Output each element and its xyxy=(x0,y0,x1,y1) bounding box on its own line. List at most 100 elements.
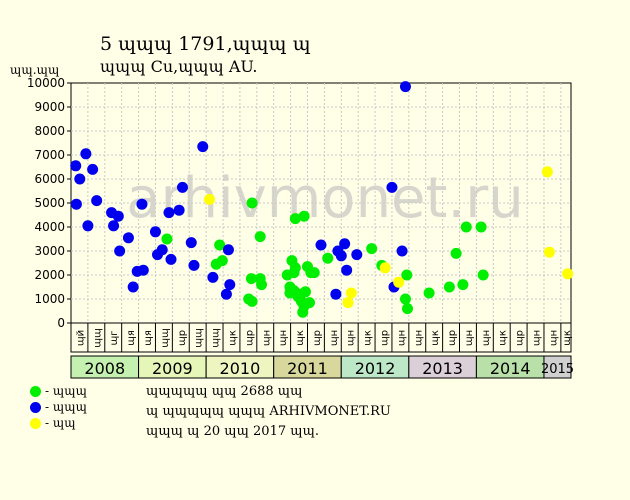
data-point xyxy=(475,221,487,233)
data-point xyxy=(112,210,124,222)
quarter-label: ɰр xyxy=(380,330,391,346)
data-point xyxy=(87,163,99,175)
y-tick-label: 8000 xyxy=(34,124,65,138)
data-point xyxy=(339,238,351,250)
data-point xyxy=(91,195,103,207)
quarter-label: ɰр xyxy=(244,330,255,346)
quarter-label: ɰн xyxy=(329,330,340,346)
y-tick-label: 7000 xyxy=(34,148,65,162)
quarter-label: ɰр xyxy=(515,330,526,346)
data-point xyxy=(173,204,185,216)
data-point xyxy=(543,246,555,258)
y-tick-labels: 0 1000 2000 3000 4000 5000 6000 7000 8000 9000 100… xyxy=(27,76,71,330)
data-point xyxy=(224,279,236,291)
data-point xyxy=(345,287,357,299)
data-point xyxy=(137,264,149,276)
data-point xyxy=(245,273,257,285)
data-point xyxy=(460,221,472,233)
y-tick-label: 10000 xyxy=(27,76,65,90)
data-point xyxy=(256,279,268,291)
data-point xyxy=(322,252,334,264)
data-point xyxy=(393,276,405,288)
data-point xyxy=(477,269,489,281)
data-point xyxy=(165,253,177,265)
quarter-label: ɰн xyxy=(464,330,475,346)
info-line-3: ɰɰɰ ɰ 20 ɰɰ 2017 ɰɰ. xyxy=(146,424,320,439)
data-point xyxy=(379,262,391,274)
quarter-label: ɰɰ xyxy=(194,328,205,347)
y-tick-label: 6000 xyxy=(34,172,65,186)
data-point xyxy=(122,232,134,244)
data-point xyxy=(335,250,347,262)
year-axis: 2008 2009 2010 2011 2012 2013 2014 2015 xyxy=(70,355,574,379)
legend-label: - ɰɰɰ xyxy=(45,400,88,414)
quarter-label: ɰн xyxy=(261,330,272,346)
data-point xyxy=(399,81,411,93)
legend-swatch xyxy=(30,402,41,413)
y-tick-label: 9000 xyxy=(34,100,65,114)
data-point xyxy=(214,239,226,251)
data-point xyxy=(156,244,168,256)
data-point xyxy=(246,295,258,307)
data-point xyxy=(298,210,310,222)
quarter-strip xyxy=(70,322,572,353)
data-point xyxy=(80,148,92,160)
quarter-label: ɰй xyxy=(75,330,86,346)
legend-item: - ɰɰ xyxy=(30,416,76,430)
data-point xyxy=(399,293,411,305)
data-point xyxy=(216,255,228,267)
quarter-label: ɰн xyxy=(278,330,289,346)
data-point xyxy=(289,262,301,274)
data-point xyxy=(114,245,126,257)
year-label: 2013 xyxy=(422,359,463,378)
quarter-label: ɰɰ xyxy=(211,328,222,347)
y-tick-label: 4000 xyxy=(34,220,65,234)
chart-title: 5 ɰɰɰ 1791,ɰɰɰ ɰ xyxy=(100,33,311,55)
quarter-label: ɰя xyxy=(143,330,154,346)
legend-swatch xyxy=(30,418,41,429)
data-point xyxy=(163,207,175,219)
legend-label: - ɰɰɰ xyxy=(45,384,88,398)
data-point xyxy=(74,173,86,185)
data-point xyxy=(450,247,462,259)
chart-subtitle: ɰɰɰ Cu,ɰɰɰ AU. xyxy=(100,57,258,76)
year-label: 2015 xyxy=(541,362,574,377)
data-point xyxy=(176,181,188,193)
quarter-label: ɰн xyxy=(413,330,424,346)
y-tick-label: 5000 xyxy=(34,196,65,210)
quarter-label: ɰк xyxy=(227,330,238,346)
quarter-label: ɰн xyxy=(532,330,543,346)
quarter-label: ɰя xyxy=(126,330,137,346)
quarter-label: ɰк xyxy=(295,330,306,346)
data-point xyxy=(308,267,320,279)
legend-label: - ɰɰ xyxy=(45,416,76,430)
data-point xyxy=(396,245,408,257)
data-point xyxy=(70,160,82,172)
year-band xyxy=(543,355,572,379)
data-point xyxy=(197,141,209,153)
quarter-label: ɰр xyxy=(177,330,188,346)
data-point xyxy=(330,288,342,300)
year-label: 2009 xyxy=(152,359,193,378)
data-point xyxy=(366,243,378,255)
data-point xyxy=(351,249,363,261)
quarter-label: ɰк xyxy=(562,330,573,346)
data-point xyxy=(204,193,216,205)
quarter-label: ɰк xyxy=(430,330,441,346)
info-line-1: ɰɰɰɰɰ ɰɰ 2688 ɰɰ xyxy=(146,384,303,399)
data-point xyxy=(127,281,139,293)
data-point xyxy=(386,181,398,193)
data-point xyxy=(136,198,148,210)
quarter-label: ɰр xyxy=(312,330,323,346)
data-point xyxy=(315,239,327,251)
data-point xyxy=(342,297,354,309)
quarter-label: ɰк xyxy=(498,330,509,346)
legend-item: - ɰɰɰ xyxy=(30,384,87,398)
watermark-text: arhivmonet.ru xyxy=(126,166,524,231)
year-label: 2014 xyxy=(490,359,531,378)
year-label: 2011 xyxy=(287,359,328,378)
data-point xyxy=(401,303,413,315)
y-tick-label: 3000 xyxy=(34,244,65,258)
data-point xyxy=(341,264,353,276)
